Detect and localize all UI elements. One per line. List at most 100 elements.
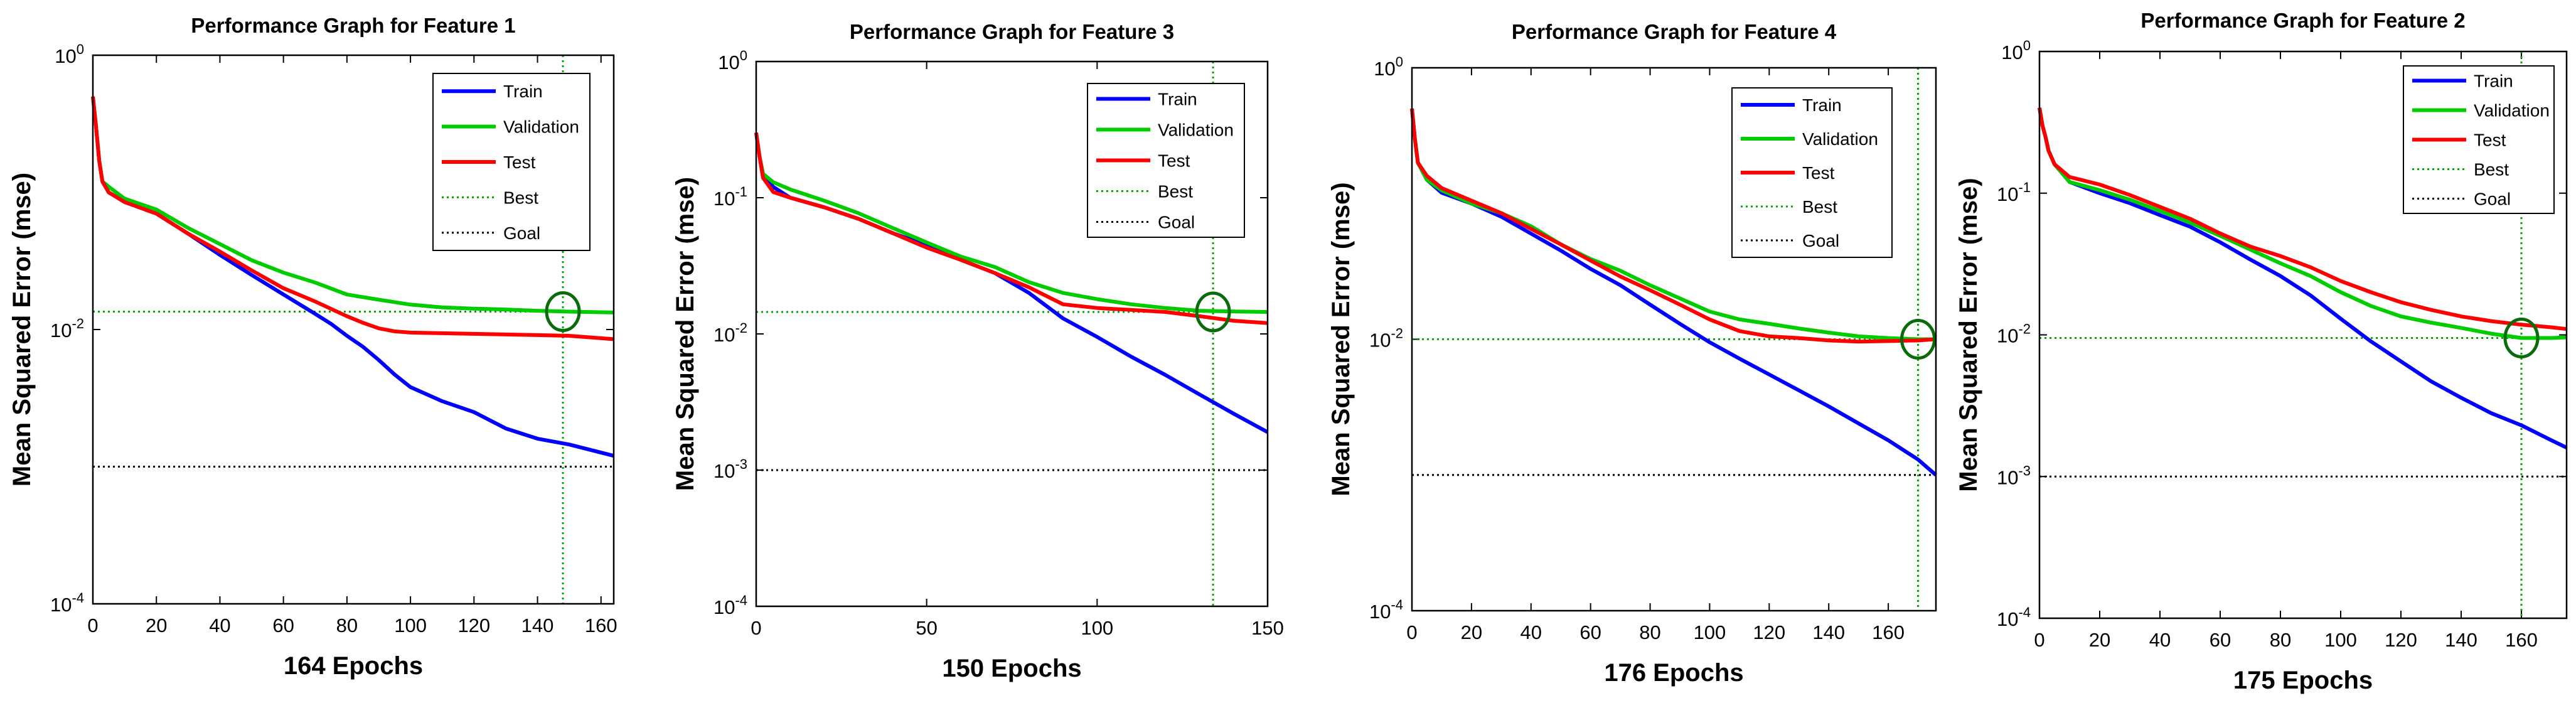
y-tick-label: 10-2 [50, 316, 84, 341]
y-tick-label: 10-4 [713, 593, 747, 618]
y-axis-label: Mean Squared Error (mse) [8, 173, 36, 486]
legend-label-validation: Validation [1158, 121, 1234, 140]
x-tick-label: 80 [1639, 621, 1660, 643]
y-axis-label: Mean Squared Error (mse) [1327, 182, 1355, 496]
x-tick-label: 0 [2034, 629, 2044, 651]
x-tick-label: 80 [2270, 629, 2291, 651]
x-tick-label: 160 [585, 614, 617, 636]
x-tick-label: 60 [2210, 629, 2231, 651]
y-tick-label: 100 [2001, 38, 2031, 63]
x-axis-label: 176 Epochs [1604, 659, 1743, 687]
legend-label-test: Test [1158, 151, 1190, 171]
y-tick-label: 100 [1374, 54, 1403, 80]
x-tick-label: 120 [457, 614, 490, 636]
x-axis-label: 175 Epochs [2233, 667, 2373, 694]
x-axis-label: 150 Epochs [942, 655, 1081, 682]
legend: Train Validation Test Best Goal [1731, 87, 1893, 258]
legend-label-validation: Validation [503, 117, 579, 137]
x-tick-label: 120 [2385, 629, 2417, 651]
x-tick-label: 100 [1694, 621, 1726, 643]
x-tick-label: 140 [1812, 621, 1845, 643]
x-tick-label: 80 [336, 614, 358, 636]
y-tick-label: 10-3 [713, 456, 747, 482]
plot-frame [1411, 67, 1937, 612]
plot-frame [92, 54, 615, 605]
y-tick-label: 10-2 [713, 320, 747, 346]
y-tick-label: 10-1 [713, 184, 747, 210]
x-tick-label: 60 [272, 614, 294, 636]
y-tick-label: 100 [55, 41, 84, 67]
legend-label-train: Train [1158, 90, 1197, 109]
x-tick-label: 100 [1081, 617, 1113, 639]
x-tick-label: 0 [87, 614, 98, 636]
legend: Train Validation Test Best Goal [1087, 83, 1245, 238]
best-marker [1900, 319, 1937, 360]
series-test-line [91, 96, 614, 341]
plot-frame [2038, 50, 2568, 620]
x-axis-label: 164 Epochs [284, 652, 423, 680]
x-tick-label: 20 [1461, 621, 1482, 643]
y-tick-label: 10-3 [1997, 463, 2031, 488]
x-tick-label: 0 [1406, 621, 1417, 643]
legend-label-goal: Goal [503, 223, 540, 243]
best-marker [1195, 291, 1231, 333]
legend: Train Validation Test Best Goal [2403, 65, 2555, 214]
x-tick-label: 140 [2445, 629, 2477, 651]
x-tick-label: 50 [916, 617, 937, 639]
legend-label-best: Best [1158, 182, 1193, 201]
series-validation-line [754, 132, 1268, 314]
x-tick-label: 20 [2089, 629, 2110, 651]
y-tick-label: 10-2 [1369, 326, 1403, 351]
series-validation-line [1410, 108, 1936, 341]
x-tick-label: 140 [521, 614, 554, 636]
chart-panel-4: Performance Graph for Feature 2 175 Epoch… [1955, 9, 2568, 694]
legend-label-test: Test [503, 153, 536, 172]
y-tick-label: 100 [718, 48, 747, 73]
y-axis-label: Mean Squared Error (mse) [671, 177, 699, 491]
x-tick-label: 20 [146, 614, 167, 636]
series-test-line [1410, 108, 1937, 344]
y-tick-label: 10-4 [1369, 597, 1403, 623]
legend-label-test: Test [1802, 163, 1835, 183]
y-tick-label: 10-4 [50, 590, 84, 616]
plot-frame [755, 60, 1269, 608]
legend-label-validation: Validation [1802, 129, 1878, 149]
series-test-line [2038, 107, 2567, 331]
chart-panel-1: Performance Graph for Feature 1 164 Epoch… [8, 14, 617, 680]
x-tick-label: 40 [1520, 621, 1542, 643]
legend-label-goal: Goal [2474, 190, 2511, 209]
y-axis-label: Mean Squared Error (mse) [1955, 178, 1982, 491]
legend-label-best: Best [503, 188, 538, 207]
chart-title: Performance Graph for Feature 4 [1512, 20, 1837, 43]
legend: Train Validation Test Best Goal [432, 73, 591, 251]
chart-title: Performance Graph for Feature 1 [191, 14, 515, 37]
x-tick-label: 150 [1251, 617, 1284, 639]
legend-label-best: Best [1802, 197, 1837, 217]
y-tick-label: 10-4 [1997, 604, 2031, 630]
legend-label-goal: Goal [1802, 231, 1839, 250]
legend-label-validation: Validation [2474, 101, 2550, 121]
x-tick-label: 120 [1753, 621, 1785, 643]
x-tick-label: 60 [1579, 621, 1601, 643]
chart-title: Performance Graph for Feature 3 [850, 20, 1174, 43]
chart-panel-3: Performance Graph for Feature 4 176 Epoch… [1327, 20, 1937, 687]
legend-label-train: Train [503, 82, 543, 101]
legend-label-best: Best [2474, 160, 2509, 180]
y-tick-label: 10-2 [1997, 321, 2031, 347]
legend-label-test: Test [2474, 131, 2506, 150]
legend-label-goal: Goal [1158, 213, 1195, 232]
y-tick-label: 10-1 [1997, 180, 2031, 205]
x-tick-label: 40 [2149, 629, 2171, 651]
legend-label-train: Train [1802, 95, 1842, 115]
legend-label-train: Train [2474, 72, 2513, 91]
x-tick-label: 40 [209, 614, 230, 636]
x-tick-label: 100 [394, 614, 427, 636]
x-tick-label: 160 [2505, 629, 2538, 651]
best-marker [2503, 318, 2540, 359]
x-tick-label: 160 [1872, 621, 1905, 643]
x-tick-label: 100 [2324, 629, 2357, 651]
chart-panel-2: Performance Graph for Feature 3 150 Epoch… [671, 20, 1284, 682]
chart-title: Performance Graph for Feature 2 [2140, 9, 2465, 32]
x-tick-label: 0 [751, 617, 761, 639]
